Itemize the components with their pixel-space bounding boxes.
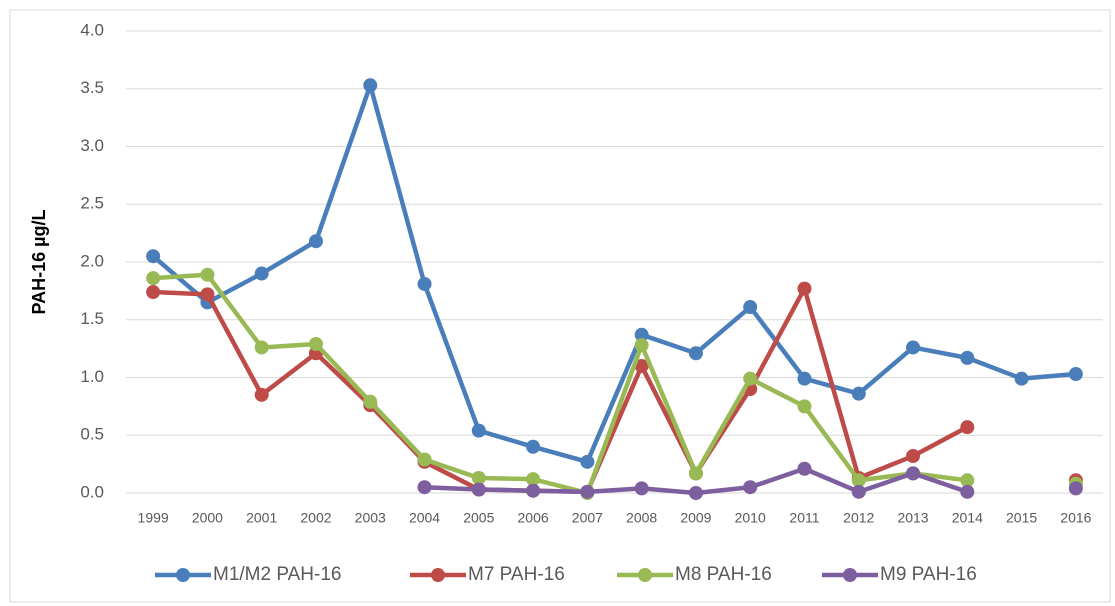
data-point bbox=[634, 358, 649, 373]
x-tick-label: 2016 bbox=[1060, 510, 1091, 526]
data-point bbox=[743, 480, 758, 495]
data-point bbox=[200, 267, 215, 282]
data-point bbox=[417, 452, 432, 467]
legend-label: M1/M2 PAH-16 bbox=[213, 564, 341, 585]
y-axis-label: PAH-16 µg/L bbox=[29, 209, 49, 314]
data-point bbox=[960, 484, 975, 499]
y-tick-label: 0.5 bbox=[80, 425, 104, 444]
data-point bbox=[526, 483, 541, 498]
data-point bbox=[363, 78, 378, 93]
legend-marker bbox=[431, 568, 445, 582]
data-point bbox=[417, 276, 432, 291]
data-point bbox=[634, 327, 649, 342]
x-tick-label: 2006 bbox=[518, 510, 549, 526]
data-point bbox=[580, 454, 595, 469]
data-point bbox=[797, 371, 812, 386]
series-line bbox=[151, 83, 1077, 465]
data-point bbox=[906, 449, 921, 464]
data-point bbox=[471, 423, 486, 438]
y-tick-label: 3.0 bbox=[80, 136, 104, 155]
x-tick-label: 2000 bbox=[192, 510, 223, 526]
x-tick-label: 2002 bbox=[300, 510, 331, 526]
x-tick-label: 2015 bbox=[1006, 510, 1037, 526]
x-tick-label: 2005 bbox=[463, 510, 494, 526]
data-point bbox=[960, 350, 975, 365]
x-tick-label: 2014 bbox=[952, 510, 983, 526]
data-point bbox=[526, 439, 541, 454]
data-point bbox=[688, 346, 703, 361]
data-point bbox=[363, 394, 378, 409]
data-point bbox=[851, 386, 866, 401]
x-tick-label: 2007 bbox=[572, 510, 603, 526]
data-point bbox=[743, 300, 758, 315]
data-point bbox=[146, 249, 161, 264]
data-point bbox=[254, 266, 269, 281]
x-tick-label: 2010 bbox=[735, 510, 766, 526]
data-point bbox=[471, 470, 486, 485]
data-point bbox=[254, 340, 269, 355]
data-point bbox=[417, 480, 432, 495]
y-tick-label: 1.5 bbox=[80, 309, 104, 328]
legend-marker bbox=[176, 568, 190, 582]
data-point bbox=[960, 420, 975, 435]
x-tick-label: 2011 bbox=[789, 510, 819, 526]
chart-frame bbox=[9, 9, 1111, 603]
data-point bbox=[797, 461, 812, 476]
data-point bbox=[200, 287, 215, 302]
x-tick-label: 1999 bbox=[138, 510, 169, 526]
data-point bbox=[1068, 367, 1083, 382]
y-tick-label: 0.0 bbox=[80, 482, 104, 501]
data-point bbox=[146, 271, 161, 286]
x-tick-label: 2003 bbox=[355, 510, 386, 526]
data-point bbox=[146, 285, 161, 300]
data-point bbox=[960, 473, 975, 488]
legend-marker bbox=[843, 568, 857, 582]
data-point bbox=[634, 481, 649, 496]
y-tick-label: 1.0 bbox=[80, 367, 104, 386]
legend-label: M9 PAH-16 bbox=[880, 564, 977, 585]
x-tick-label: 2004 bbox=[409, 510, 440, 526]
data-point bbox=[1014, 371, 1029, 386]
data-point bbox=[634, 338, 649, 353]
data-point bbox=[851, 473, 866, 488]
x-tick-label: 2013 bbox=[897, 510, 928, 526]
data-point bbox=[580, 484, 595, 499]
data-point bbox=[254, 387, 269, 402]
data-point bbox=[308, 337, 323, 352]
data-point bbox=[906, 340, 921, 355]
data-point bbox=[851, 484, 866, 499]
y-tick-label: 2.0 bbox=[80, 251, 104, 270]
x-tick-label: 2009 bbox=[680, 510, 711, 526]
data-point bbox=[688, 466, 703, 481]
x-tick-label: 2001 bbox=[246, 510, 277, 526]
data-point bbox=[906, 466, 921, 481]
data-point bbox=[743, 371, 758, 386]
data-point bbox=[688, 486, 703, 500]
data-point bbox=[1068, 481, 1083, 496]
data-point bbox=[471, 482, 486, 497]
y-tick-label: 4.0 bbox=[80, 20, 104, 39]
data-point bbox=[797, 281, 812, 296]
x-tick-label: 2008 bbox=[626, 510, 657, 526]
legend-label: M7 PAH-16 bbox=[468, 564, 565, 585]
data-point bbox=[526, 472, 541, 487]
data-point bbox=[308, 234, 323, 249]
legend-marker bbox=[638, 568, 652, 582]
data-point bbox=[797, 399, 812, 414]
y-tick-label: 2.5 bbox=[80, 194, 104, 213]
legend-label: M8 PAH-16 bbox=[675, 564, 772, 585]
y-tick-label: 3.5 bbox=[80, 78, 104, 97]
x-tick-label: 2012 bbox=[843, 510, 874, 526]
